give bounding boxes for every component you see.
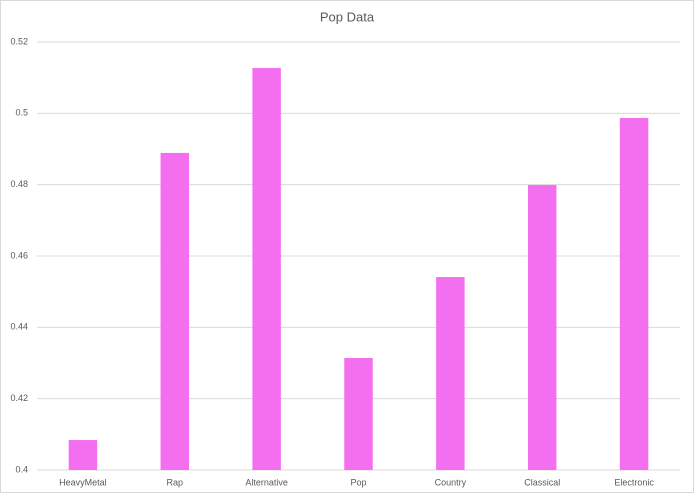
y-tick-label: 0.4 — [15, 464, 28, 474]
y-tick-label: 0.52 — [10, 36, 28, 46]
bar — [68, 440, 98, 470]
bar — [344, 358, 373, 470]
x-tick-label: Rap — [167, 477, 184, 487]
y-tick-label: 0.48 — [10, 179, 28, 189]
bar — [160, 152, 190, 470]
y-tick-label: 0.42 — [10, 393, 28, 403]
x-tick-label: HeavyMetal — [59, 477, 107, 487]
x-tick-label: Electronic — [614, 477, 654, 487]
x-tick-label: Country — [435, 477, 467, 487]
bar — [527, 185, 557, 471]
chart-title: Pop Data — [320, 9, 375, 24]
x-tick-label: Classical — [524, 477, 560, 487]
bar — [619, 117, 649, 470]
y-tick-label: 0.46 — [10, 250, 28, 260]
bar — [436, 277, 465, 470]
y-tick-label: 0.5 — [15, 108, 28, 118]
x-tick-label: Pop — [350, 477, 366, 487]
bar — [252, 68, 281, 470]
x-tick-label: Alternative — [245, 477, 288, 487]
y-tick-label: 0.44 — [10, 322, 28, 332]
